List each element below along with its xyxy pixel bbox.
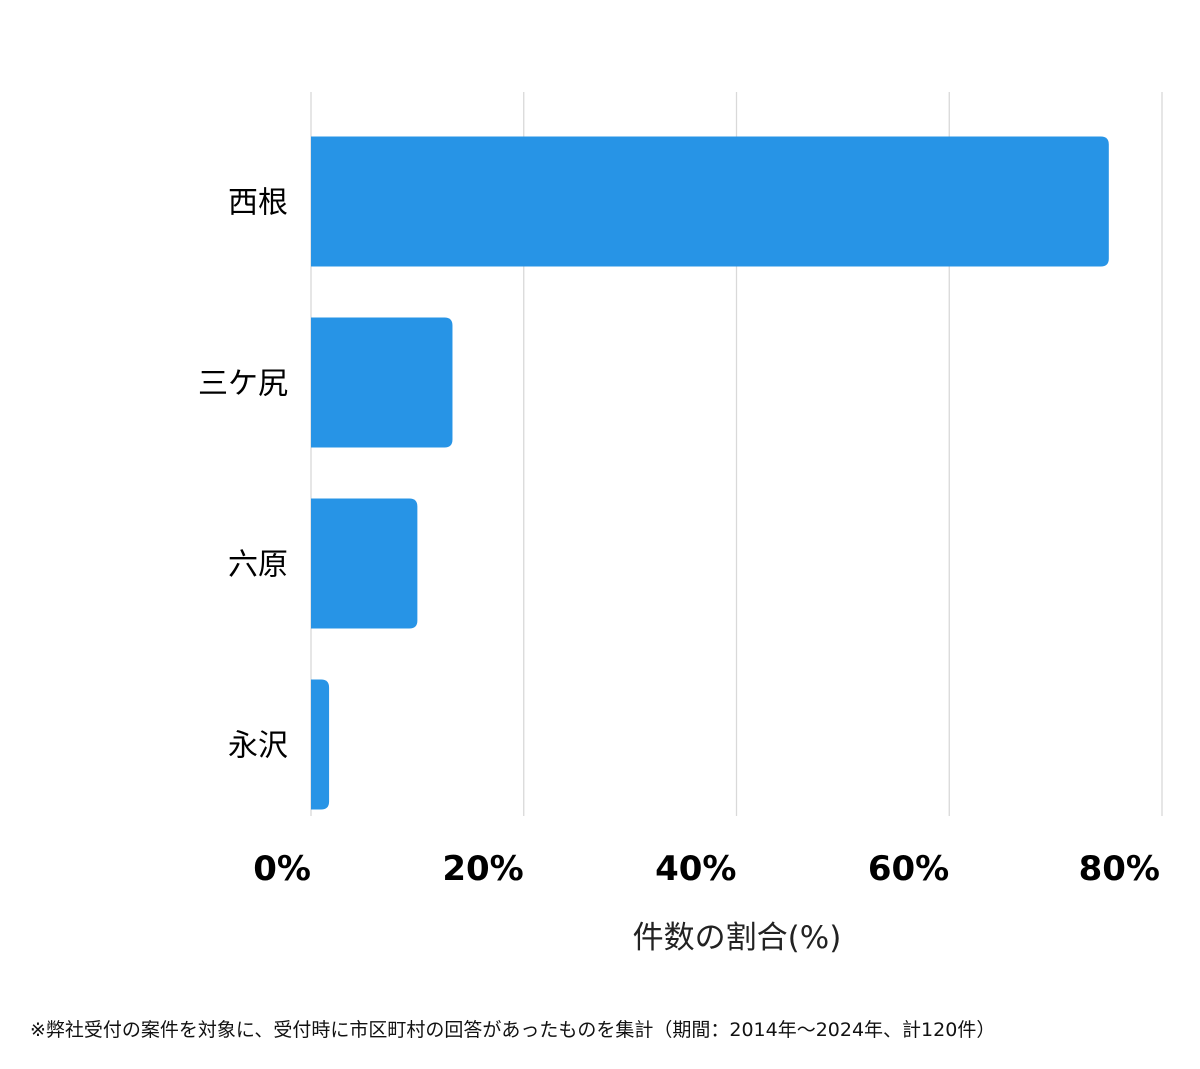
x-axis-title: 件数の割合(%) [633, 920, 842, 956]
x-tick-label: 20% [442, 849, 523, 889]
x-tick-label: 80% [1079, 849, 1160, 889]
bar [311, 136, 1109, 267]
bar [311, 317, 453, 448]
x-tick-label: 40% [655, 849, 736, 889]
x-tick-label: 0% [253, 849, 311, 889]
x-tick-labels: 0% 20% 40% 60% 80% [253, 849, 1160, 889]
bars [311, 136, 1109, 810]
category-label: 六原 [228, 548, 288, 583]
category-label: 西根 [228, 186, 288, 221]
bar [311, 679, 330, 810]
bar [311, 498, 418, 629]
category-label: 永沢 [228, 729, 288, 764]
category-label: 三ケ尻 [198, 367, 288, 402]
x-tick-label: 60% [868, 849, 949, 889]
footnote: ※弊社受付の案件を対象に、受付時に市区町村の回答があったものを集計（期間：201… [30, 1019, 996, 1041]
